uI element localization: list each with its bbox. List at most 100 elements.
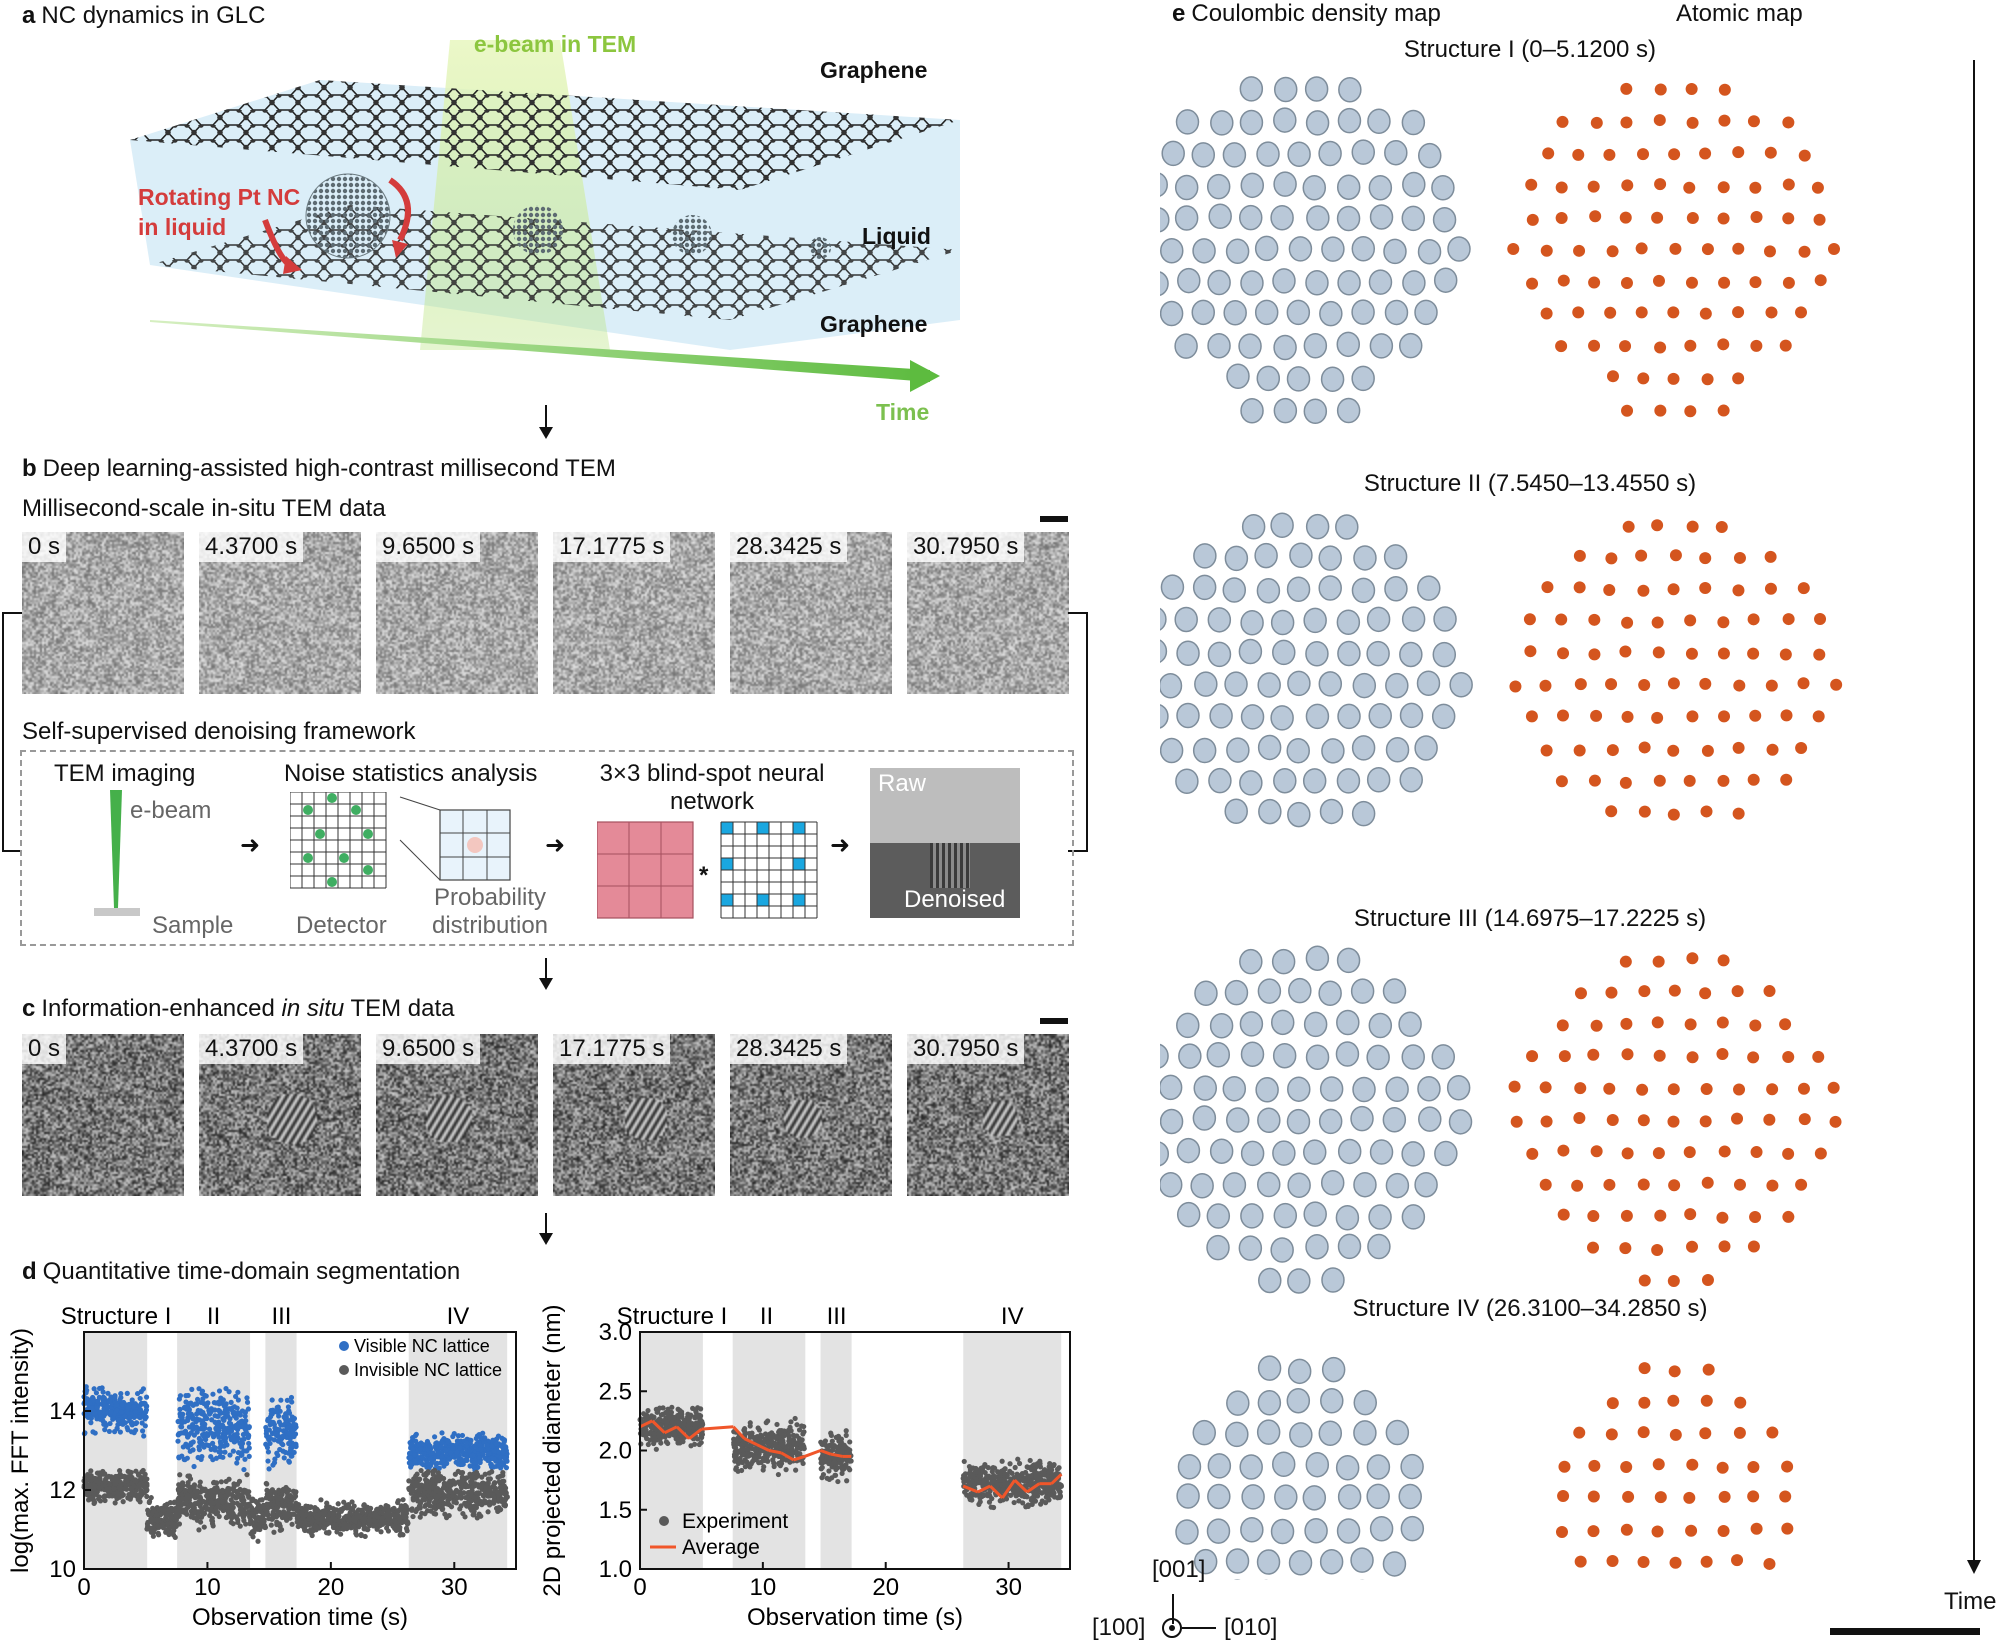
- data-point: [435, 1473, 442, 1480]
- data-point: [276, 1427, 283, 1433]
- density-blob: [1289, 542, 1313, 569]
- atom: [1766, 743, 1779, 756]
- data-point: [1021, 1478, 1027, 1484]
- density-blob: [1254, 235, 1279, 262]
- data-point: [438, 1497, 444, 1503]
- frame-timestamp: 4.3700 s: [199, 532, 304, 562]
- atom: [1717, 181, 1730, 194]
- data-point: [269, 1397, 275, 1403]
- density-blob: [1273, 397, 1298, 424]
- data-point: [843, 1462, 849, 1468]
- data-point: [289, 1399, 295, 1405]
- density-blob: [1258, 798, 1282, 825]
- density-blob: [1287, 141, 1311, 168]
- data-point: [218, 1479, 224, 1485]
- data-point: [501, 1455, 507, 1461]
- atom: [1651, 711, 1664, 724]
- data-point: [125, 1468, 131, 1474]
- atom: [1733, 679, 1746, 692]
- data-point: [235, 1397, 241, 1403]
- data-point: [453, 1487, 460, 1493]
- data-point: [235, 1455, 241, 1462]
- data-point: [1014, 1471, 1020, 1477]
- density-blob: [1305, 641, 1329, 667]
- data-point: [250, 1512, 256, 1518]
- segment-label: II: [207, 1303, 220, 1330]
- atom: [1667, 306, 1680, 319]
- atom: [1827, 242, 1840, 255]
- density-blob: [1256, 365, 1281, 392]
- density-blob: [1272, 1140, 1296, 1166]
- density-blob: [1175, 109, 1200, 135]
- atom: [1814, 613, 1827, 626]
- data-point: [749, 1430, 755, 1436]
- data-point: [96, 1409, 103, 1415]
- data-point: [482, 1455, 488, 1461]
- data-point: [395, 1499, 401, 1506]
- data-point: [220, 1416, 226, 1422]
- data-point: [669, 1415, 675, 1422]
- data-point: [833, 1434, 839, 1440]
- density-blob: [1305, 269, 1329, 296]
- density-blob: [1401, 205, 1426, 232]
- data-point: [244, 1472, 250, 1478]
- data-point: [97, 1416, 103, 1422]
- density-blob: [1206, 1042, 1231, 1068]
- atom: [1652, 646, 1665, 659]
- ebeam-label: e-beam in TEM: [473, 31, 637, 57]
- data-point: [133, 1478, 139, 1484]
- data-point: [145, 1519, 151, 1525]
- density-blob: [1318, 575, 1342, 601]
- data-point: [379, 1518, 385, 1524]
- data-point: [681, 1417, 688, 1424]
- density-blob: [1238, 638, 1263, 665]
- data-point: [476, 1455, 483, 1461]
- data-point: [179, 1453, 185, 1459]
- data-point: [243, 1504, 249, 1510]
- data-point: [247, 1502, 253, 1509]
- data-point: [424, 1438, 431, 1445]
- data-point: [97, 1498, 104, 1504]
- data-point: [461, 1490, 467, 1496]
- atom: [1699, 677, 1712, 690]
- data-point: [463, 1481, 469, 1487]
- average-line-segment: [780, 1451, 795, 1462]
- density-blob: [1336, 609, 1361, 635]
- data-point: [143, 1414, 149, 1420]
- data-point: [289, 1453, 295, 1459]
- data-point: [480, 1430, 486, 1436]
- data-point: [504, 1458, 510, 1464]
- density-blob: [1318, 980, 1342, 1006]
- density-blob: [1176, 1137, 1201, 1164]
- atom: [1604, 306, 1617, 319]
- atom: [1684, 339, 1697, 352]
- atom: [1508, 1080, 1521, 1093]
- plot-frame: [83, 1331, 517, 1570]
- data-point: [664, 1419, 670, 1425]
- data-point: [1042, 1478, 1048, 1484]
- data-point: [400, 1497, 406, 1503]
- data-point: [297, 1520, 303, 1526]
- data-point: [201, 1524, 207, 1530]
- step-noise-statistics: Noise statistics analysis: [284, 760, 538, 787]
- data-point: [1011, 1499, 1017, 1506]
- atom: [1652, 274, 1665, 287]
- atom: [1795, 1178, 1808, 1191]
- data-point: [225, 1492, 231, 1498]
- legend-label-experiment: Experiment: [682, 1510, 788, 1533]
- framework-title: Self-supervised denoising framework: [22, 718, 416, 745]
- data-point: [244, 1395, 250, 1401]
- data-point: [381, 1506, 387, 1513]
- density-blob: [1160, 704, 1169, 729]
- data-point: [219, 1434, 226, 1440]
- data-point: [280, 1434, 286, 1440]
- density-blob: [1385, 1172, 1410, 1199]
- data-point: [673, 1436, 679, 1442]
- data-point: [758, 1432, 764, 1438]
- data-point: [234, 1460, 240, 1466]
- density-blob: [1207, 333, 1231, 359]
- data-point: [241, 1497, 247, 1503]
- frame-timestamp: 30.7950 s: [907, 1034, 1025, 1064]
- density-blob: [1226, 1107, 1250, 1133]
- data-point: [501, 1478, 507, 1484]
